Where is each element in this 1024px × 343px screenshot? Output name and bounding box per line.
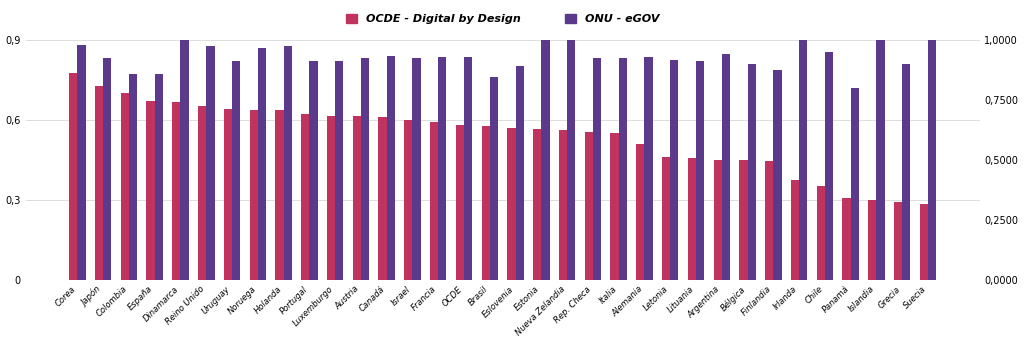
Bar: [180, 39, 188, 280]
Bar: [507, 128, 515, 280]
Bar: [206, 46, 214, 280]
Bar: [103, 58, 112, 280]
Bar: [258, 48, 266, 280]
Bar: [309, 61, 317, 280]
Bar: [791, 180, 799, 280]
Bar: [688, 158, 696, 280]
Bar: [902, 63, 910, 280]
Bar: [714, 159, 722, 280]
Bar: [78, 45, 86, 280]
Bar: [360, 58, 370, 280]
Bar: [773, 70, 781, 280]
Bar: [456, 126, 464, 280]
Bar: [843, 198, 851, 280]
Bar: [696, 61, 705, 280]
Bar: [593, 58, 601, 280]
Bar: [70, 73, 78, 280]
Bar: [387, 56, 395, 280]
Bar: [413, 58, 421, 280]
Bar: [567, 24, 575, 280]
Bar: [559, 130, 567, 280]
Bar: [636, 144, 644, 280]
Bar: [489, 77, 498, 280]
Bar: [816, 186, 825, 280]
Bar: [232, 61, 241, 280]
Bar: [438, 57, 446, 280]
Bar: [275, 110, 284, 280]
Bar: [301, 114, 309, 280]
Bar: [894, 202, 902, 280]
Bar: [739, 159, 748, 280]
Bar: [748, 63, 756, 280]
Bar: [95, 86, 103, 280]
Bar: [335, 61, 343, 280]
Bar: [868, 200, 877, 280]
Bar: [920, 204, 928, 280]
Bar: [722, 54, 730, 280]
Bar: [129, 74, 137, 280]
Bar: [379, 117, 387, 280]
Bar: [224, 109, 232, 280]
Bar: [327, 116, 335, 280]
Bar: [585, 132, 593, 280]
Bar: [172, 102, 180, 280]
Bar: [464, 57, 472, 280]
Bar: [799, 22, 807, 280]
Bar: [618, 58, 627, 280]
Bar: [877, 34, 885, 280]
Bar: [662, 157, 671, 280]
Bar: [671, 60, 679, 280]
Bar: [765, 161, 773, 280]
Bar: [928, 22, 936, 280]
Bar: [851, 87, 859, 280]
Bar: [515, 66, 524, 280]
Bar: [534, 129, 542, 280]
Bar: [430, 122, 438, 280]
Bar: [542, 24, 550, 280]
Bar: [352, 116, 360, 280]
Bar: [644, 57, 652, 280]
Bar: [121, 93, 129, 280]
Bar: [146, 101, 155, 280]
Bar: [284, 46, 292, 280]
Bar: [610, 133, 618, 280]
Bar: [198, 106, 206, 280]
Bar: [250, 110, 258, 280]
Bar: [404, 120, 413, 280]
Legend: OCDE - Digital by Design, ONU - eGOV: OCDE - Digital by Design, ONU - eGOV: [341, 9, 664, 28]
Bar: [825, 51, 834, 280]
Bar: [155, 74, 163, 280]
Bar: [481, 126, 489, 280]
